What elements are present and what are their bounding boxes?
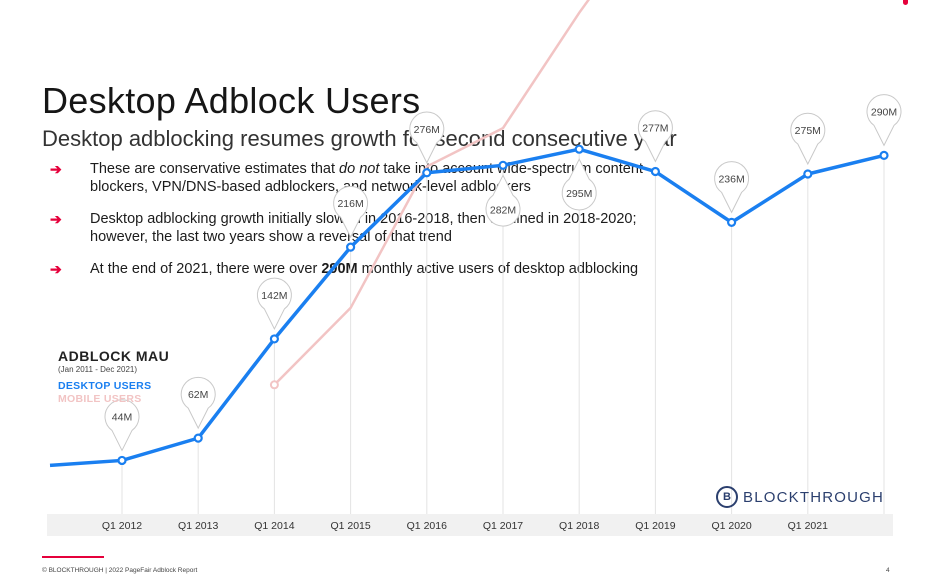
data-label: 62M bbox=[188, 389, 208, 401]
data-label: 142M bbox=[261, 290, 287, 302]
corner-accent bbox=[903, 0, 908, 5]
desktop-point bbox=[193, 433, 203, 443]
x-tick-label: Q1 2019 bbox=[635, 520, 675, 532]
value-callout bbox=[333, 185, 369, 239]
page-subtitle: Desktop adblocking resumes growth for se… bbox=[42, 126, 677, 151]
desktop-point bbox=[726, 217, 737, 227]
adblock-chart: Q1 2012 Q1 2013 Q1 2014 Q1 2015 Q1 2016 Q1 20… bbox=[47, 0, 902, 536]
chart-legend: ADBLOCK MAU (Jan 2011 - Dec 2021) DESKTO… bbox=[58, 348, 169, 405]
blockthrough-logo: B BLOCKTHROUGH bbox=[716, 486, 884, 508]
value-callout bbox=[866, 94, 902, 147]
chart-title: ADBLOCK MAU bbox=[58, 348, 170, 364]
value-callout bbox=[104, 399, 140, 452]
desktop-users-line bbox=[49, 147, 885, 468]
desktop-point bbox=[498, 160, 508, 170]
value-callout bbox=[256, 277, 292, 331]
arrow-right-icon: ➔ bbox=[50, 211, 62, 227]
page-title: Desktop Adblock Users bbox=[42, 80, 421, 121]
arrow-right-icon: ➔ bbox=[50, 261, 62, 277]
legend-mobile-users: MOBILE USERS bbox=[58, 393, 142, 405]
desktop-point bbox=[422, 168, 432, 178]
data-label: 295M bbox=[566, 188, 592, 200]
data-label: 216M bbox=[337, 198, 363, 210]
value-callout bbox=[790, 112, 826, 166]
value-callout bbox=[485, 174, 521, 227]
bullet-text: do not bbox=[339, 161, 380, 177]
logo-text: BLOCKTHROUGH bbox=[743, 488, 885, 506]
legend-desktop-users: DESKTOP USERS bbox=[58, 380, 152, 392]
bullet-list: ➔ These are conservative estimates that d… bbox=[50, 160, 650, 292]
arrow-right-icon: ➔ bbox=[50, 161, 62, 177]
value-callout bbox=[180, 376, 216, 430]
x-tick-label: Q1 2018 bbox=[559, 520, 599, 532]
bullet-text: These are conservative estimates that bbox=[90, 161, 340, 177]
footer-divider bbox=[42, 556, 104, 558]
x-tick-label: Q1 2015 bbox=[330, 520, 370, 532]
blockthrough-logo-icon: B bbox=[716, 486, 738, 508]
mobile-point bbox=[269, 380, 279, 390]
data-label: 44M bbox=[112, 411, 132, 423]
x-tick-label: Q1 2021 bbox=[788, 520, 828, 532]
bullet-text: monthly active users of desktop adblocki… bbox=[357, 261, 639, 277]
bullet-text: At the end of 2021, there were over bbox=[90, 261, 322, 277]
desktop-point bbox=[346, 242, 356, 252]
x-tick-label: Q1 2016 bbox=[407, 520, 447, 532]
chart-subtitle: (Jan 2011 - Dec 2021) bbox=[58, 365, 138, 374]
x-axis-band bbox=[47, 514, 893, 536]
value-callout bbox=[637, 110, 673, 163]
desktop-point bbox=[803, 169, 813, 179]
footer-text: © BLOCKTHROUGH | 2022 PageFair Adblock R… bbox=[42, 567, 198, 574]
data-label: 275M bbox=[795, 125, 821, 137]
desktop-point bbox=[117, 455, 127, 466]
data-label: 282M bbox=[490, 204, 516, 216]
value-callout bbox=[561, 158, 597, 211]
desktop-point bbox=[574, 144, 584, 154]
x-tick-label: Q1 2012 bbox=[102, 520, 142, 532]
mobile-users-line bbox=[273, 0, 590, 386]
x-tick-label: Q1 2017 bbox=[483, 520, 523, 532]
page-number: 4 bbox=[886, 567, 890, 574]
data-label: 236M bbox=[718, 173, 744, 185]
data-label: 290M bbox=[871, 106, 897, 118]
value-callout bbox=[409, 111, 445, 164]
desktop-point bbox=[269, 334, 279, 344]
x-tick-label: Q1 2014 bbox=[254, 520, 294, 532]
x-tick-label: Q1 2020 bbox=[711, 520, 751, 532]
value-callout bbox=[714, 161, 750, 214]
desktop-point bbox=[650, 166, 661, 177]
data-label: 276M bbox=[414, 124, 440, 136]
data-label: 277M bbox=[642, 123, 668, 135]
desktop-point bbox=[879, 150, 889, 160]
x-tick-label: Q1 2013 bbox=[178, 520, 218, 532]
